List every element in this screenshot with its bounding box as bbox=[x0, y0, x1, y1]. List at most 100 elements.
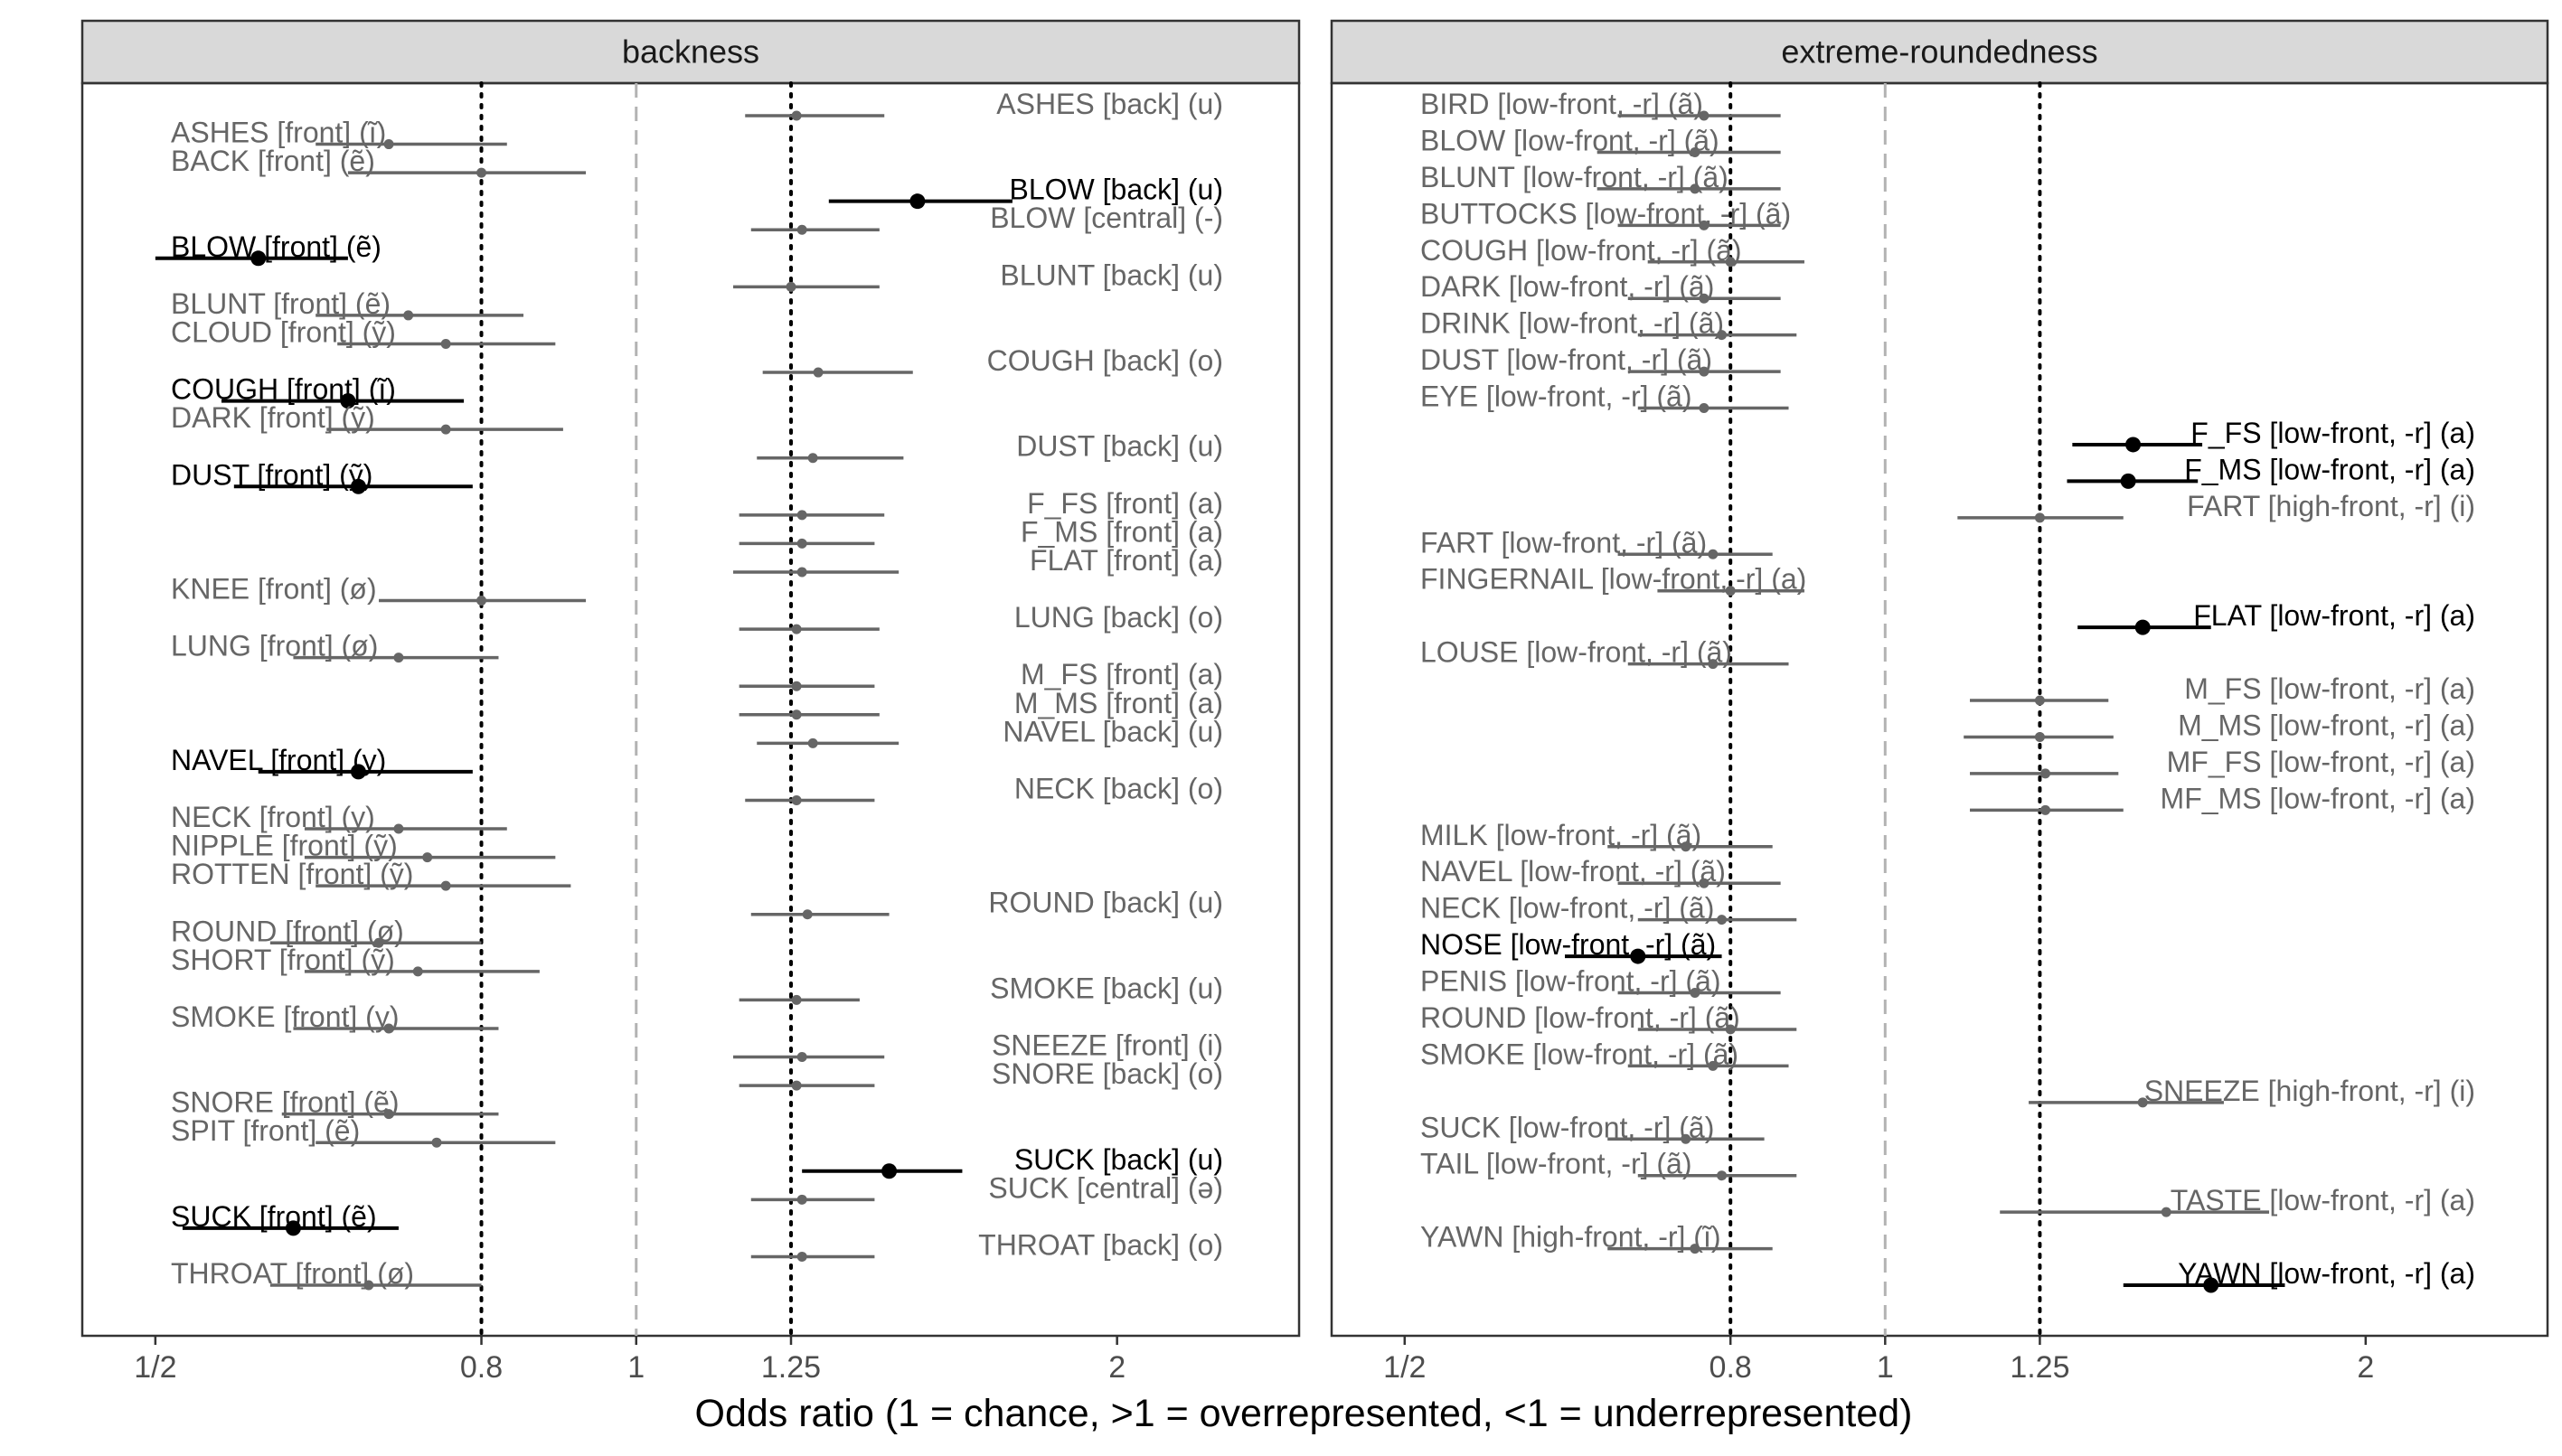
data-point: MF_MS [low-front, -r] (a) bbox=[1970, 782, 2475, 815]
point-label: F_FS [low-front, -r] (a) bbox=[2190, 417, 2475, 449]
point-label: TAIL [low-front, -r] (ã) bbox=[1420, 1148, 1691, 1180]
point-marker bbox=[791, 709, 802, 720]
point-marker bbox=[796, 510, 807, 521]
point-marker bbox=[791, 994, 802, 1005]
point-label: DARK [low-front, -r] (ã) bbox=[1420, 270, 1714, 303]
point-marker bbox=[1690, 1244, 1700, 1254]
x-tick-label: 1 bbox=[627, 1350, 645, 1385]
point-label: DARK [front] (ỹ) bbox=[171, 401, 375, 434]
point-label: BACK [front] (ẽ) bbox=[171, 145, 375, 177]
point-marker bbox=[802, 909, 813, 920]
panel-border bbox=[1330, 81, 2549, 1338]
point-marker bbox=[350, 764, 366, 780]
point-marker bbox=[1699, 878, 1710, 888]
point-label: LUNG [back] (o) bbox=[1014, 601, 1223, 634]
point-marker bbox=[2134, 619, 2151, 635]
point-marker bbox=[796, 538, 807, 549]
data-point: BLUNT [front] (ẽ) bbox=[171, 287, 524, 321]
panels-layer: backness 1/2 0.8 1 1.25 2 ASHES [back] (u) ASHE… bbox=[80, 19, 2549, 1385]
data-point: YAWN [high-front, -r] (ĩ) bbox=[1420, 1221, 1773, 1254]
point-label: SNEEZE [high-front, -r] (i) bbox=[2144, 1075, 2475, 1107]
data-point: SNORE [front] (ẽ) bbox=[171, 1086, 499, 1120]
point-label: F_MS [front] (a) bbox=[1021, 515, 1223, 548]
point-marker bbox=[383, 139, 394, 150]
point-marker bbox=[807, 453, 818, 464]
x-tick-label: 2 bbox=[1108, 1350, 1126, 1385]
point-marker bbox=[1681, 1133, 1691, 1144]
point-marker bbox=[403, 310, 414, 321]
point-marker bbox=[2203, 1277, 2219, 1293]
point-label: BLOW [back] (u) bbox=[1010, 174, 1224, 206]
point-marker bbox=[1690, 988, 1700, 998]
data-point: BLOW [central] (-) bbox=[750, 202, 1223, 235]
data-point: BLUNT [low-front, -r] (ã) bbox=[1420, 161, 1781, 194]
point-label: SNORE [front] (ẽ) bbox=[171, 1086, 400, 1119]
point-label: COUGH [front] (ĩ) bbox=[171, 373, 396, 406]
data-point: BLUNT [back] (u) bbox=[733, 258, 1223, 292]
point-marker bbox=[363, 1280, 374, 1291]
data-point: KNEE [front] (ø) bbox=[171, 573, 587, 606]
panel-strip bbox=[80, 19, 1301, 85]
point-label: BLOW [central] (-) bbox=[990, 202, 1223, 234]
data-point: NECK [low-front, -r] (ã) bbox=[1420, 892, 1797, 925]
data-point: DARK [front] (ỹ) bbox=[171, 401, 563, 435]
data-point: COUGH [front] (ĩ) bbox=[171, 373, 465, 409]
point-label: M_MS [front] (a) bbox=[1014, 687, 1223, 719]
point-marker bbox=[383, 1023, 394, 1034]
data-point: COUGH [low-front, -r] (ã) bbox=[1420, 234, 1804, 268]
data-point: BACK [front] (ẽ) bbox=[171, 145, 587, 178]
x-tick-label: 1.25 bbox=[2010, 1350, 2069, 1385]
data-point: SMOKE [front] (y) bbox=[171, 1000, 499, 1034]
point-label: BLUNT [back] (u) bbox=[1000, 258, 1223, 291]
data-point: TASTE [low-front, -r] (a) bbox=[2000, 1184, 2475, 1217]
point-marker bbox=[791, 1080, 802, 1091]
point-label: M_MS [low-front, -r] (a) bbox=[2178, 709, 2475, 741]
point-label: LUNG [front] (ø) bbox=[171, 630, 378, 662]
data-point: F_MS [low-front, -r] (a) bbox=[2067, 453, 2475, 489]
point-label: MF_MS [low-front, -r] (a) bbox=[2161, 782, 2475, 814]
point-marker bbox=[476, 167, 487, 178]
data-point: NAVEL [front] (y) bbox=[171, 744, 473, 780]
data-point: M_FS [low-front, -r] (a) bbox=[1970, 672, 2475, 706]
point-label: ROUND [low-front, -r] (ã) bbox=[1420, 1001, 1740, 1034]
point-label: YAWN [low-front, -r] (a) bbox=[2178, 1257, 2475, 1290]
data-point: THROAT [back] (o) bbox=[750, 1228, 1223, 1262]
data-point: FART [low-front, -r] (ã) bbox=[1420, 526, 1773, 559]
point-label: PENIS [low-front, -r] (ã) bbox=[1420, 965, 1721, 998]
data-point: DRINK [low-front, -r] (ã) bbox=[1420, 307, 1797, 341]
panel-border bbox=[80, 81, 1301, 1338]
x-tick-label: 1/2 bbox=[134, 1350, 176, 1385]
point-label: NECK [low-front, -r] (ã) bbox=[1420, 892, 1714, 925]
point-marker bbox=[393, 823, 404, 834]
point-label: NAVEL [front] (y) bbox=[171, 744, 386, 776]
data-point: NAVEL [back] (u) bbox=[757, 715, 1223, 748]
point-marker bbox=[350, 478, 366, 494]
point-marker bbox=[476, 596, 487, 606]
data-point: BUTTOCKS [low-front, -r] (ã) bbox=[1420, 197, 1791, 230]
data-point: SUCK [front] (ẽ) bbox=[171, 1200, 399, 1236]
point-label: SUCK [central] (ə) bbox=[988, 1171, 1223, 1204]
point-marker bbox=[250, 250, 267, 267]
point-marker bbox=[2034, 731, 2045, 742]
data-point: ASHES [front] (ĩ) bbox=[171, 117, 507, 150]
point-marker bbox=[791, 624, 802, 634]
point-marker bbox=[2040, 768, 2051, 779]
data-point: DUST [low-front, -r] (ã) bbox=[1420, 343, 1781, 377]
point-label: COUGH [back] (o) bbox=[987, 344, 1223, 377]
point-marker bbox=[422, 852, 433, 863]
point-label: ROTTEN [front] (ỹ) bbox=[171, 858, 413, 890]
panel-0: backness 1/2 0.8 1 1.25 2 ASHES [back] (u) ASHE… bbox=[80, 19, 1301, 1385]
data-point: SNEEZE [high-front, -r] (i) bbox=[2029, 1075, 2475, 1108]
point-label: CLOUD [front] (ỹ) bbox=[171, 315, 396, 348]
point-label: SNEEZE [front] (i) bbox=[992, 1029, 1223, 1062]
data-point: SUCK [central] (ə) bbox=[750, 1171, 1223, 1205]
point-label: TASTE [low-front, -r] (a) bbox=[2171, 1184, 2475, 1216]
point-marker bbox=[393, 653, 404, 663]
point-label: NOSE [low-front, -r] (ã) bbox=[1420, 928, 1716, 961]
data-point: BIRD [low-front, -r] (ã) bbox=[1420, 88, 1781, 121]
point-marker bbox=[786, 281, 796, 292]
data-point: SPIT [front] (ẽ) bbox=[171, 1114, 556, 1148]
point-label: ROUND [back] (u) bbox=[988, 887, 1223, 919]
